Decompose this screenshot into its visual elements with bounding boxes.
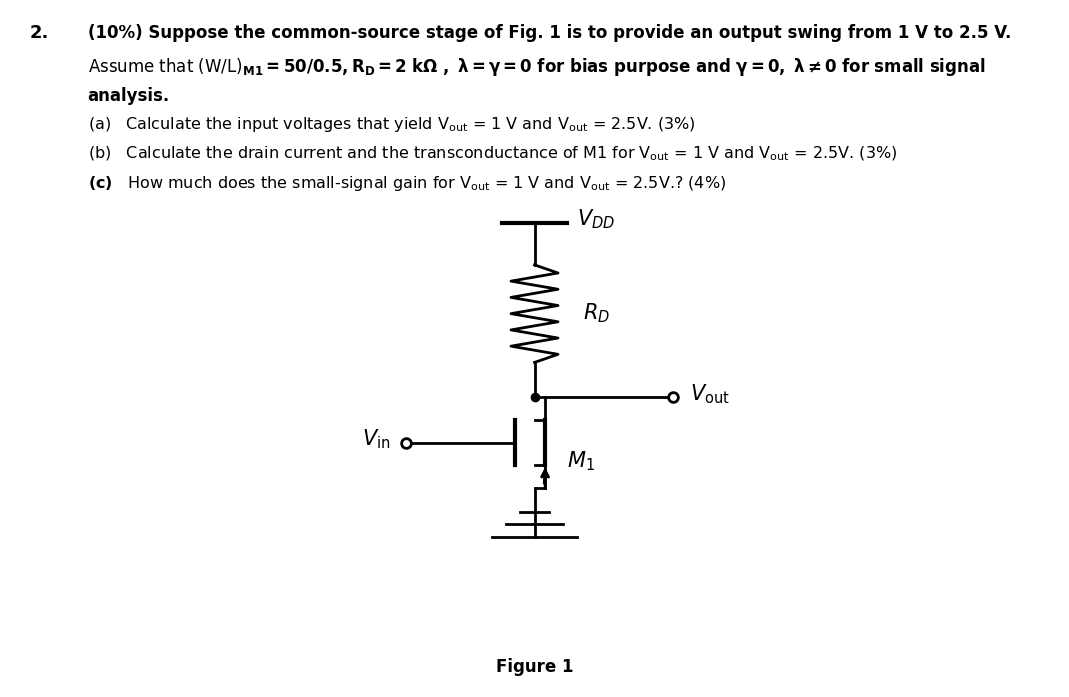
Text: (10%) Suppose the common-source stage of Fig. 1 is to provide an output swing fr: (10%) Suppose the common-source stage of… bbox=[88, 24, 1011, 43]
Text: $V_{DD}$: $V_{DD}$ bbox=[577, 208, 616, 231]
Text: $M_1$: $M_1$ bbox=[567, 450, 594, 473]
Text: 2.: 2. bbox=[30, 24, 49, 43]
Text: (b)   Calculate the drain current and the transconductance of M1 for V$_{\rm out: (b) Calculate the drain current and the … bbox=[88, 144, 897, 162]
Text: $\mathbf{(c)}$   How much does the small-signal gain for V$_{\rm out}$ = 1 V and: $\mathbf{(c)}$ How much does the small-s… bbox=[88, 174, 726, 192]
Text: (a)   Calculate the input voltages that yield V$_{\rm out}$ = 1 V and V$_{\rm ou: (a) Calculate the input voltages that yi… bbox=[88, 115, 695, 134]
Text: analysis.: analysis. bbox=[88, 87, 170, 105]
Text: $V_{\rm in}$: $V_{\rm in}$ bbox=[361, 427, 390, 451]
Text: Assume that (W/L)$_{\mathbf{M1}}$$\mathbf{=50/0.5, R_D = 2\ k\Omega\ ,\ \lambda=: Assume that (W/L)$_{\mathbf{M1}}$$\mathb… bbox=[88, 56, 986, 78]
Text: $R_D$: $R_D$ bbox=[583, 302, 609, 325]
Text: $V_{\rm out}$: $V_{\rm out}$ bbox=[690, 382, 729, 406]
Text: Figure 1: Figure 1 bbox=[496, 658, 573, 676]
